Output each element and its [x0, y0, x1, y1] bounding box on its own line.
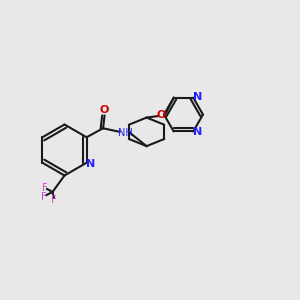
Text: N: N: [85, 159, 95, 169]
Text: O: O: [157, 110, 166, 121]
Text: NH: NH: [118, 128, 132, 138]
Text: N: N: [193, 92, 202, 102]
Text: O: O: [100, 105, 109, 115]
Text: F: F: [41, 191, 47, 202]
Text: F: F: [51, 195, 57, 206]
Text: F: F: [42, 183, 48, 194]
Text: N: N: [193, 128, 202, 137]
